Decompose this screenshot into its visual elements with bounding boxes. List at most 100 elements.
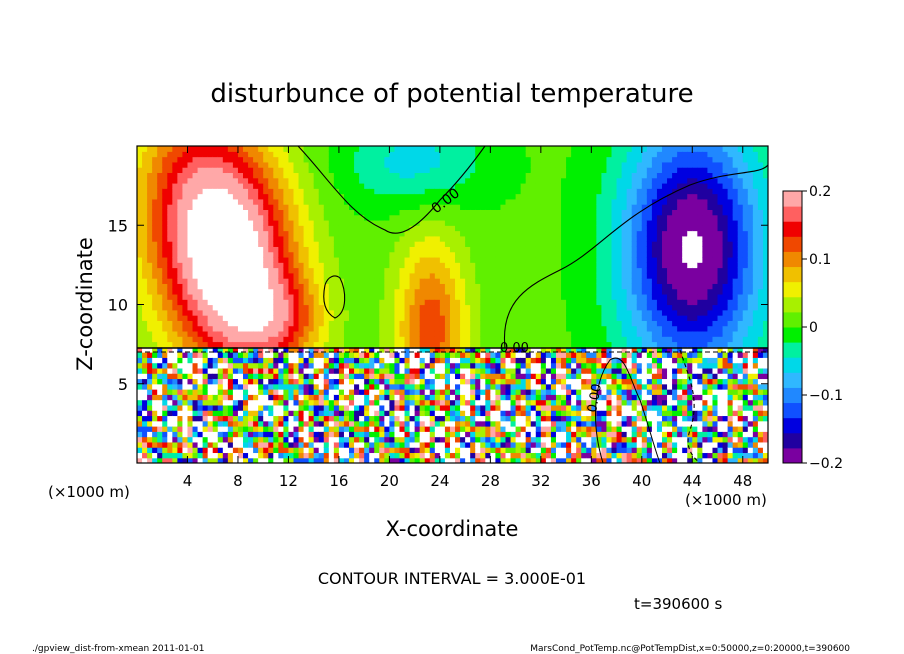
heatmap-cell: [217, 161, 224, 168]
heatmap-cell: [232, 336, 239, 343]
heatmap-cell: [419, 198, 426, 205]
heatmap-cell: [293, 415, 300, 422]
heatmap-cell: [490, 182, 497, 189]
heatmap-cell: [399, 246, 406, 253]
heatmap-cell: [414, 198, 421, 205]
heatmap-cell: [394, 399, 401, 406]
heatmap-cell: [243, 283, 249, 290]
heatmap-cell: [313, 293, 320, 300]
heatmap-cell: [323, 172, 330, 179]
heatmap-cell: [263, 209, 269, 216]
heatmap-cell: [313, 436, 320, 443]
heatmap-cell: [404, 441, 411, 448]
heatmap-cell: [222, 272, 229, 279]
heatmap-cell: [237, 457, 244, 463]
heatmap-cell: [177, 457, 184, 463]
heatmap-cell: [258, 404, 264, 411]
heatmap-cell: [555, 383, 562, 390]
heatmap-cell: [217, 309, 224, 316]
heatmap-cell: [374, 404, 380, 411]
heatmap-cell: [268, 304, 274, 311]
heatmap-cell: [333, 399, 340, 406]
heatmap-cell: [323, 346, 330, 353]
heatmap-cell: [227, 177, 234, 184]
heatmap-cell: [535, 299, 542, 306]
heatmap-cell: [500, 241, 507, 247]
heatmap-cell: [384, 193, 390, 200]
heatmap-cell: [399, 235, 406, 242]
heatmap-cell: [318, 267, 325, 274]
heatmap-cell: [455, 346, 461, 353]
heatmap-cell: [540, 362, 547, 369]
heatmap-cell: [414, 383, 421, 390]
heatmap-cell: [419, 167, 426, 174]
heatmap-cell: [520, 352, 527, 358]
heatmap-cell: [152, 394, 158, 401]
heatmap-cell: [197, 299, 204, 306]
heatmap-cell: [167, 235, 173, 242]
heatmap-cell: [490, 320, 497, 327]
heatmap-cell: [273, 256, 279, 263]
heatmap-cell: [354, 373, 360, 380]
heatmap-cell: [349, 156, 355, 163]
heatmap-cell: [217, 193, 224, 200]
heatmap-cell: [424, 235, 431, 242]
heatmap-cell: [142, 441, 148, 448]
heatmap-cell: [369, 373, 375, 380]
heatmap-cell: [550, 262, 557, 269]
heatmap-cell: [530, 267, 537, 274]
heatmap-cell: [182, 325, 189, 332]
heatmap-cell: [490, 193, 497, 200]
heatmap-cell: [192, 177, 199, 184]
heatmap-cell: [338, 272, 345, 279]
heatmap-cell: [404, 299, 411, 306]
heatmap-cell: [227, 341, 234, 348]
heatmap-cell: [485, 304, 491, 311]
heatmap-cell: [550, 299, 557, 306]
heatmap-cell: [470, 214, 476, 221]
heatmap-cell: [323, 267, 330, 274]
heatmap-cell: [232, 304, 239, 311]
heatmap-cell: [197, 161, 204, 168]
heatmap-cell: [343, 151, 350, 158]
heatmap-cell: [369, 304, 375, 311]
heatmap-cell: [449, 436, 456, 443]
heatmap-cell: [414, 172, 421, 179]
heatmap-cell: [333, 167, 340, 174]
heatmap-cell: [142, 283, 148, 290]
heatmap-cell: [268, 426, 274, 432]
heatmap-cell: [500, 415, 507, 422]
heatmap-cell: [222, 341, 229, 348]
heatmap-cell: [308, 177, 315, 184]
heatmap-cell: [273, 309, 279, 316]
heatmap-cell: [268, 209, 274, 216]
heatmap-cell: [288, 172, 295, 179]
heatmap-cell: [162, 426, 168, 432]
heatmap-cell: [187, 256, 194, 263]
heatmap-cell: [187, 362, 194, 369]
heatmap-cell: [424, 383, 431, 390]
heatmap-cell: [525, 225, 532, 232]
heatmap-cell: [298, 299, 305, 306]
heatmap-cell: [288, 336, 295, 343]
heatmap-cell: [449, 204, 456, 210]
heatmap-cell: [515, 214, 522, 221]
heatmap-cell: [313, 251, 320, 258]
heatmap-cell: [379, 426, 385, 432]
heatmap-cell: [237, 362, 244, 369]
heatmap-cell: [495, 151, 502, 158]
heatmap-cell: [414, 378, 421, 385]
heatmap-cell: [338, 452, 345, 459]
heatmap-cell: [475, 151, 481, 158]
heatmap-cell: [455, 352, 461, 358]
heatmap-cell: [308, 283, 315, 290]
heatmap-cell: [429, 146, 436, 152]
heatmap-cell: [187, 373, 194, 380]
heatmap-cell: [248, 341, 254, 348]
heatmap-cell: [475, 431, 481, 438]
heatmap-cell: [465, 225, 471, 232]
heatmap-cell: [510, 352, 517, 358]
heatmap-cell: [545, 235, 552, 242]
heatmap-cell: [333, 383, 340, 390]
heatmap-cell: [222, 241, 229, 247]
